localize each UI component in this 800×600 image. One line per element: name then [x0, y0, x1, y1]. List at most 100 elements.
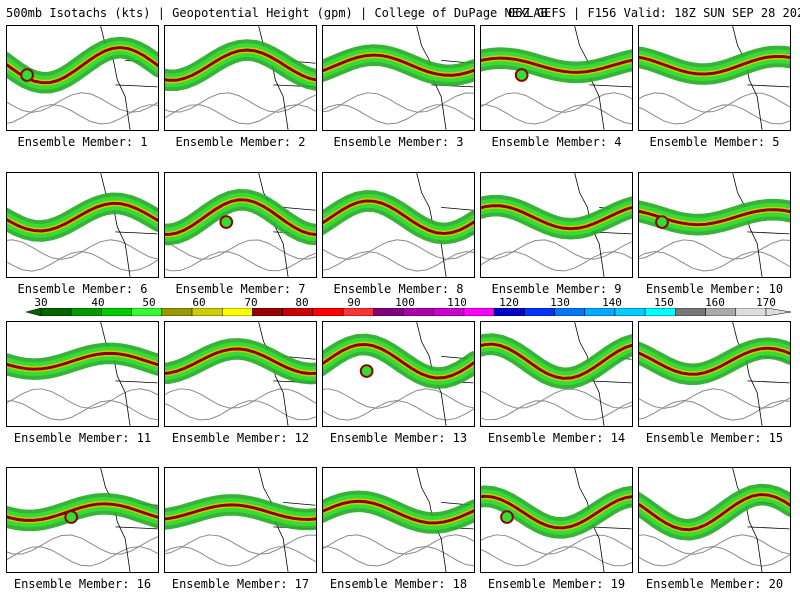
legend-swatch [614, 308, 646, 316]
ensemble-member-label: Ensemble Member: 6 [17, 282, 148, 296]
jet-band [323, 342, 474, 380]
ensemble-member-label: Ensemble Member: 14 [487, 431, 626, 445]
height-contour [639, 239, 790, 260]
legend-swatch [101, 308, 132, 316]
height-contour [481, 534, 632, 555]
isotach-map [7, 173, 158, 277]
legend-arrow-right [765, 308, 792, 316]
ensemble-map-panel [638, 467, 791, 573]
ensemble-map-panel [6, 172, 159, 278]
height-contour [323, 388, 474, 409]
legend-tick: 50 [142, 296, 156, 309]
legend-tick: 130 [550, 296, 570, 309]
legend-tick: 90 [347, 296, 361, 309]
color-legend: 30 40 50 60 70 80 90 100 110 120 130 140 150 160 170 [6, 296, 794, 318]
legend-tick: 60 [192, 296, 206, 309]
ensemble-member-label: Ensemble Member: 8 [333, 282, 464, 296]
height-contour [323, 250, 474, 272]
ensemble-map-panel [164, 467, 317, 573]
height-contour [323, 399, 474, 421]
height-contour [165, 545, 316, 567]
jet-band [323, 499, 474, 525]
legend-tick: 120 [499, 296, 519, 309]
legend-tick: 160 [705, 296, 725, 309]
height-contour [323, 545, 474, 567]
ensemble-member-label: Ensemble Member: 10 [645, 282, 784, 296]
height-contour [165, 534, 316, 555]
ensemble-map-panel [6, 25, 159, 131]
height-contour [481, 239, 632, 260]
coastline [100, 322, 158, 426]
closed-low [219, 215, 234, 229]
jet-band [481, 56, 632, 74]
ensemble-map-panel [322, 172, 475, 278]
height-contour [639, 250, 790, 272]
height-contour [7, 250, 158, 272]
product-title: 500mb Isotachs (kts) | Geopotential Heig… [6, 6, 548, 20]
height-contour [7, 92, 158, 113]
ensemble-member-label: Ensemble Member: 5 [649, 135, 780, 149]
legend-bar [25, 308, 792, 316]
isotach-map [165, 26, 316, 130]
isotach-map [165, 468, 316, 572]
height-contour [323, 534, 474, 555]
jet-band [165, 347, 316, 376]
height-contour [323, 92, 474, 113]
height-contour [481, 400, 632, 421]
ensemble-member-label: Ensemble Member: 7 [175, 282, 306, 296]
ensemble-member-label: Ensemble Member: 16 [13, 577, 152, 591]
legend-arrow-left [25, 308, 42, 316]
ensemble-map-panel [638, 25, 791, 131]
isotach-map [639, 468, 790, 572]
isotach-map [323, 173, 474, 277]
height-contour [165, 251, 316, 272]
legend-swatch [282, 308, 314, 316]
ensemble-member-label: Ensemble Member: 18 [329, 577, 468, 591]
coastline [732, 322, 790, 426]
jet-band [639, 346, 790, 376]
height-contour [639, 92, 790, 113]
isotach-map [165, 173, 316, 277]
legend-swatch [433, 308, 465, 316]
legend-swatch [524, 308, 555, 316]
ensemble-map-panel [480, 25, 633, 131]
legend-swatch [403, 308, 434, 316]
legend-tick: 170 [756, 296, 776, 309]
ensemble-map-panel [164, 25, 317, 131]
coastline [732, 468, 790, 572]
header: 500mb Isotachs (kts) | Geopotential Heig… [6, 6, 800, 22]
height-contour [639, 399, 790, 421]
legend-swatch [312, 308, 344, 316]
ensemble-member-label: Ensemble Member: 2 [175, 135, 306, 149]
ensemble-member-label: Ensemble Member: 1 [17, 135, 148, 149]
jet-band [639, 54, 790, 76]
legend-tick: 140 [602, 296, 622, 309]
legend-swatch [191, 308, 223, 316]
legend-swatch [252, 308, 283, 316]
jet-band [323, 199, 474, 236]
ensemble-member-label: Ensemble Member: 17 [171, 577, 310, 591]
height-contour [481, 92, 632, 113]
legend-swatch [373, 308, 404, 316]
legend-tick: 100 [395, 296, 415, 309]
height-contour [165, 104, 316, 125]
isotach-map [323, 322, 474, 426]
legend-tick: 80 [295, 296, 309, 309]
ensemble-map-panel [6, 467, 159, 573]
isotach-map [639, 322, 790, 426]
ensemble-member-label: Ensemble Member: 11 [13, 431, 152, 445]
legend-swatch [705, 308, 737, 316]
height-contour [7, 534, 158, 555]
legend-swatch [161, 308, 193, 316]
ensemble-member-label: Ensemble Member: 4 [491, 135, 622, 149]
ensemble-map-panel [480, 321, 633, 427]
legend-swatch [40, 308, 72, 316]
jet-band [639, 493, 790, 532]
ensemble-map-panel [322, 467, 475, 573]
height-contour [481, 103, 632, 125]
ensemble-member-label: Ensemble Member: 3 [333, 135, 464, 149]
jet-band [165, 48, 316, 82]
ensemble-member-label: Ensemble Member: 20 [645, 577, 784, 591]
legend-swatch [554, 308, 585, 316]
ensemble-map-panel [480, 172, 633, 278]
